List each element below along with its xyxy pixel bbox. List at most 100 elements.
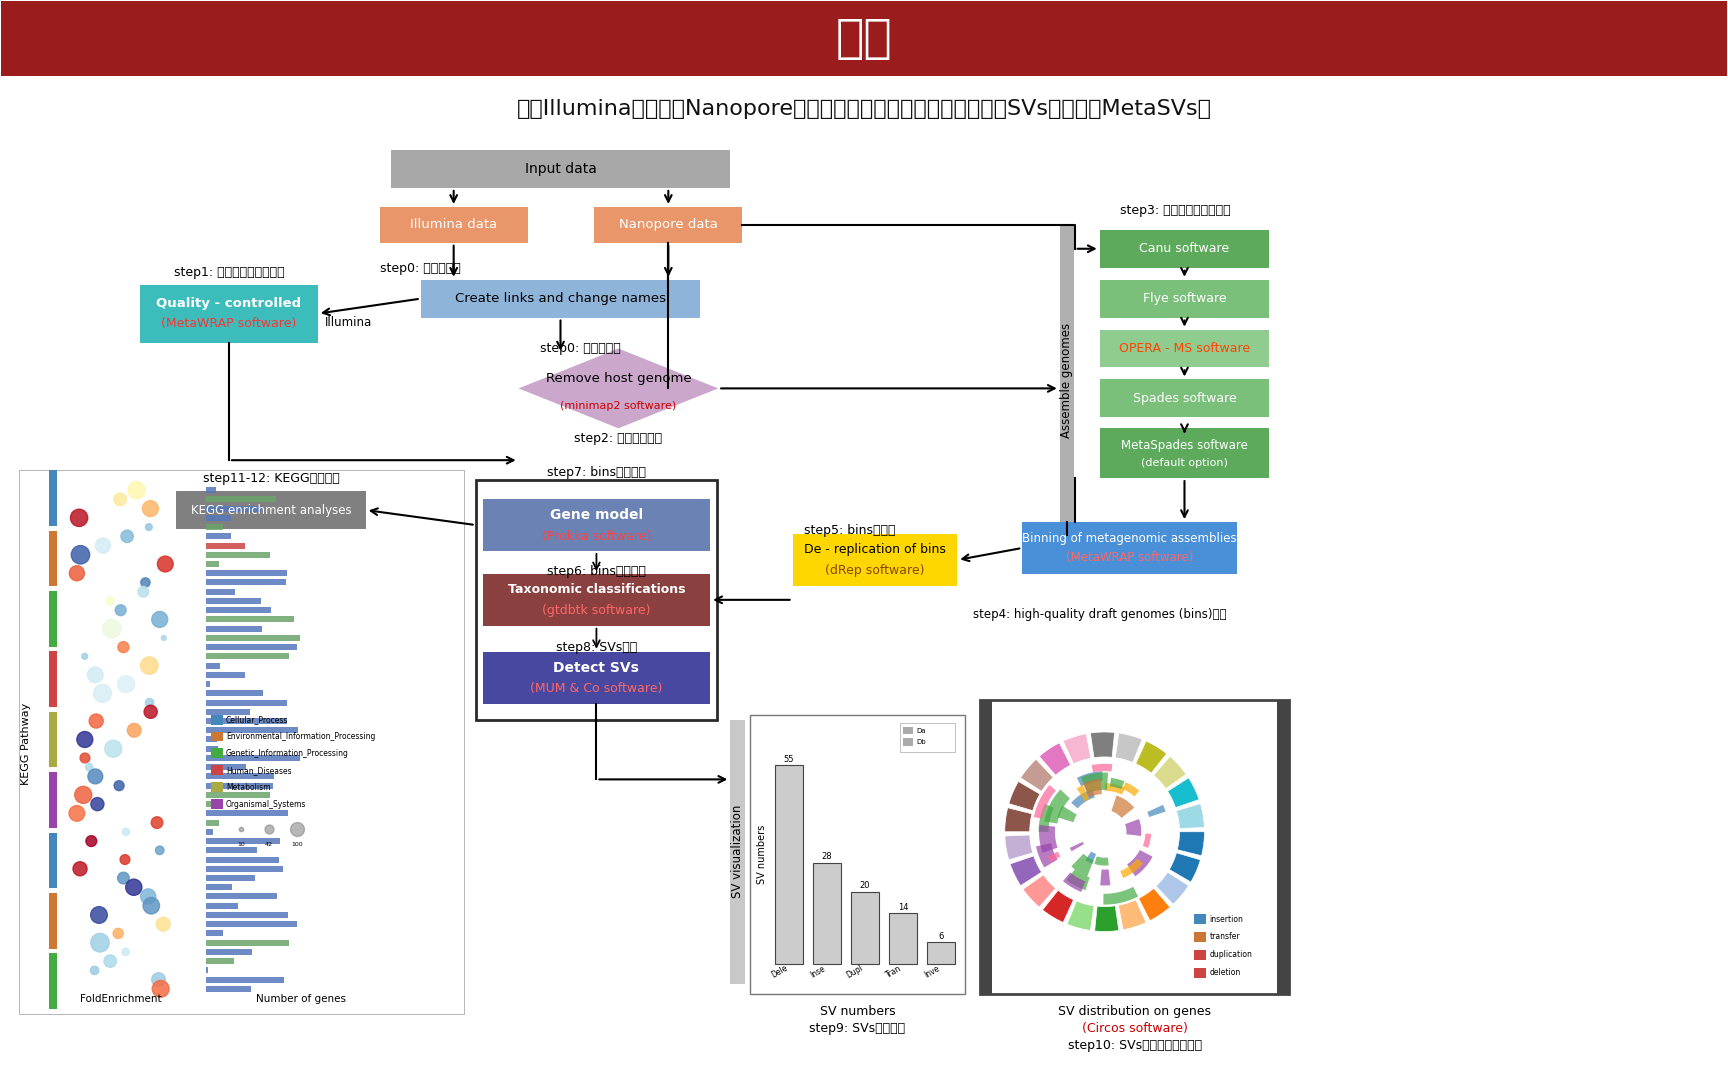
Point: [88, 685, 116, 702]
Text: Gene model: Gene model: [550, 508, 643, 522]
Bar: [206, 589, 235, 595]
Text: Binning of metagenomic assemblies: Binning of metagenomic assemblies: [1023, 531, 1237, 544]
Bar: [211, 731, 223, 742]
Bar: [904, 727, 912, 734]
Polygon shape: [1142, 834, 1151, 848]
Bar: [206, 672, 245, 678]
Point: [107, 490, 135, 508]
Point: [66, 509, 93, 526]
Bar: [206, 737, 218, 742]
Point: [109, 638, 137, 656]
Bar: [206, 848, 257, 853]
Text: step5: bins去重复: step5: bins去重复: [804, 524, 895, 537]
Bar: [206, 912, 289, 918]
Point: [62, 565, 90, 582]
Bar: [206, 885, 232, 890]
Point: [121, 721, 149, 739]
Polygon shape: [1058, 806, 1077, 822]
Polygon shape: [1082, 772, 1108, 794]
Polygon shape: [1083, 779, 1102, 797]
Bar: [206, 681, 211, 687]
Polygon shape: [1118, 900, 1146, 930]
Bar: [206, 765, 247, 770]
Point: [66, 860, 93, 877]
Text: 14: 14: [897, 903, 909, 912]
Point: [90, 537, 118, 554]
Bar: [926, 942, 956, 964]
Point: [145, 841, 173, 859]
Bar: [814, 863, 842, 964]
Bar: [206, 644, 297, 650]
Text: Remove host genome: Remove host genome: [546, 373, 691, 386]
Bar: [206, 515, 230, 521]
Polygon shape: [1063, 733, 1090, 764]
Point: [283, 821, 311, 838]
Polygon shape: [1039, 743, 1071, 775]
Text: step7: bins基因预测: step7: bins基因预测: [548, 465, 646, 478]
Polygon shape: [1094, 906, 1118, 931]
Point: [131, 573, 159, 591]
Polygon shape: [1094, 856, 1109, 865]
Bar: [1194, 914, 1206, 924]
Bar: [206, 598, 261, 604]
Bar: [731, 719, 745, 984]
Bar: [50, 591, 57, 647]
Text: step8: SVs检测: step8: SVs检测: [556, 642, 638, 654]
Bar: [211, 782, 223, 793]
Text: 结合Illumina短读序和Nanopore长读序，建立了一个集成的宏基因组SVs分析流程MetaSVs。: 结合Illumina短读序和Nanopore长读序，建立了一个集成的宏基因组SV…: [517, 99, 1211, 119]
Bar: [206, 487, 216, 494]
Bar: [1099, 230, 1270, 268]
Point: [226, 821, 254, 838]
Point: [81, 666, 109, 684]
Text: step6: bins物种分类: step6: bins物种分类: [548, 566, 646, 579]
Text: Taxonomic classifications: Taxonomic classifications: [508, 583, 686, 596]
Text: (default option): (default option): [1140, 458, 1229, 469]
Text: KEGG Pathway: KEGG Pathway: [21, 702, 31, 784]
Text: 6: 6: [938, 932, 943, 941]
Bar: [206, 893, 276, 900]
Point: [83, 713, 111, 730]
Point: [135, 518, 162, 536]
Bar: [206, 801, 218, 807]
Text: step0: 创建软链接: step0: 创建软链接: [541, 342, 620, 355]
Text: insertion: insertion: [1210, 915, 1244, 923]
Bar: [206, 700, 287, 705]
Bar: [206, 552, 270, 557]
Text: SV numbers: SV numbers: [757, 824, 767, 883]
Polygon shape: [1102, 887, 1139, 905]
Text: transfer: transfer: [1210, 932, 1241, 942]
Bar: [206, 810, 289, 816]
Text: step11-12: KEGG富集分析: step11-12: KEGG富集分析: [202, 472, 339, 485]
Bar: [2, 1, 1726, 77]
Point: [69, 786, 97, 804]
Bar: [206, 931, 223, 936]
Polygon shape: [1085, 851, 1096, 864]
Bar: [206, 663, 219, 669]
Point: [135, 657, 162, 674]
Text: Da: Da: [916, 728, 926, 733]
Bar: [980, 700, 1289, 994]
Polygon shape: [1063, 873, 1085, 892]
Bar: [850, 892, 880, 964]
Point: [137, 703, 164, 720]
Point: [135, 888, 162, 905]
Text: Nanopore data: Nanopore data: [619, 218, 717, 231]
Point: [78, 833, 105, 850]
Text: Flye software: Flye software: [1142, 292, 1227, 306]
Polygon shape: [1156, 873, 1189, 904]
Polygon shape: [1170, 853, 1201, 882]
Bar: [980, 700, 992, 994]
Text: Canu software: Canu software: [1139, 242, 1230, 255]
Bar: [211, 748, 223, 758]
Point: [67, 546, 95, 564]
Point: [107, 602, 135, 619]
Text: Assemble genomes: Assemble genomes: [1061, 323, 1073, 438]
Bar: [391, 150, 731, 188]
Bar: [206, 903, 238, 908]
Polygon shape: [1177, 804, 1204, 828]
Polygon shape: [1044, 789, 1070, 824]
Polygon shape: [1070, 842, 1083, 851]
Bar: [50, 833, 57, 888]
Polygon shape: [1120, 859, 1142, 878]
Bar: [1099, 280, 1270, 318]
